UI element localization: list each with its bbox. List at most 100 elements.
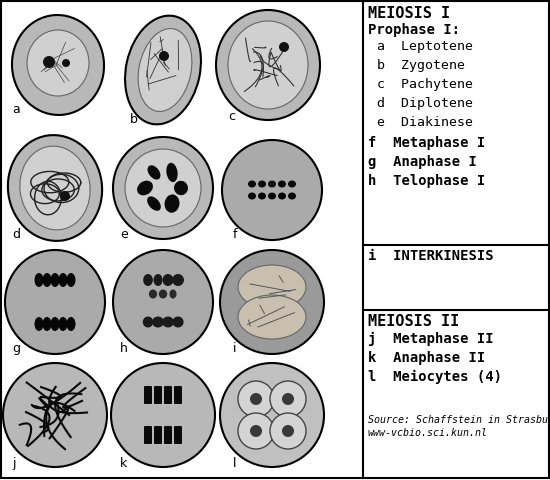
- Circle shape: [250, 425, 262, 437]
- Text: MEIOSIS I: MEIOSIS I: [368, 6, 450, 21]
- Ellipse shape: [67, 317, 75, 331]
- Text: l: l: [233, 457, 236, 470]
- Text: d  Diplotene: d Diplotene: [377, 97, 473, 110]
- Circle shape: [282, 425, 294, 437]
- Text: c: c: [228, 110, 235, 123]
- Circle shape: [159, 51, 169, 61]
- Ellipse shape: [35, 273, 43, 287]
- Ellipse shape: [222, 140, 322, 240]
- Circle shape: [60, 191, 70, 201]
- Text: k: k: [120, 457, 127, 470]
- Text: l  Meiocytes (4): l Meiocytes (4): [368, 370, 502, 384]
- Text: g: g: [12, 342, 20, 355]
- Ellipse shape: [58, 317, 68, 331]
- Ellipse shape: [125, 16, 201, 124]
- Ellipse shape: [42, 273, 52, 287]
- Ellipse shape: [137, 180, 153, 195]
- Ellipse shape: [164, 194, 179, 213]
- Ellipse shape: [12, 15, 104, 115]
- Text: a  Leptotene: a Leptotene: [377, 40, 473, 53]
- Text: j  Metaphase II: j Metaphase II: [368, 332, 494, 346]
- Ellipse shape: [67, 273, 75, 287]
- Ellipse shape: [228, 21, 308, 109]
- Ellipse shape: [238, 295, 306, 339]
- Ellipse shape: [159, 289, 167, 299]
- Ellipse shape: [258, 180, 266, 188]
- Circle shape: [250, 393, 262, 405]
- Ellipse shape: [288, 192, 296, 200]
- Ellipse shape: [216, 10, 320, 120]
- Ellipse shape: [288, 180, 296, 188]
- Circle shape: [279, 42, 289, 52]
- Ellipse shape: [268, 192, 276, 200]
- Ellipse shape: [169, 289, 177, 299]
- FancyBboxPatch shape: [174, 426, 182, 444]
- Text: b: b: [130, 113, 138, 126]
- Ellipse shape: [51, 273, 59, 287]
- Ellipse shape: [174, 181, 188, 195]
- Ellipse shape: [278, 180, 286, 188]
- Ellipse shape: [172, 316, 184, 327]
- FancyBboxPatch shape: [174, 386, 182, 404]
- Text: f  Metaphase I: f Metaphase I: [368, 136, 485, 150]
- Text: h  Telophase I: h Telophase I: [368, 174, 485, 188]
- Text: b  Zygotene: b Zygotene: [377, 59, 465, 72]
- Circle shape: [238, 413, 274, 449]
- Ellipse shape: [143, 274, 153, 286]
- Ellipse shape: [152, 316, 164, 327]
- FancyBboxPatch shape: [144, 386, 152, 404]
- Text: i: i: [233, 342, 236, 355]
- Ellipse shape: [220, 363, 324, 467]
- Ellipse shape: [113, 250, 213, 354]
- Circle shape: [270, 413, 306, 449]
- Ellipse shape: [248, 192, 256, 200]
- Ellipse shape: [220, 250, 324, 354]
- Text: j: j: [12, 457, 15, 470]
- Text: f: f: [233, 228, 238, 241]
- Ellipse shape: [42, 317, 52, 331]
- Ellipse shape: [153, 274, 163, 286]
- Ellipse shape: [163, 274, 173, 286]
- Text: i  INTERKINESIS: i INTERKINESIS: [368, 249, 494, 263]
- Ellipse shape: [172, 274, 184, 286]
- Text: a: a: [12, 103, 20, 116]
- Text: c  Pachytene: c Pachytene: [377, 78, 473, 91]
- Ellipse shape: [5, 250, 105, 354]
- Ellipse shape: [27, 30, 89, 96]
- Ellipse shape: [111, 363, 215, 467]
- Circle shape: [43, 56, 55, 68]
- Text: Source: Schaffstein in Strasburg
www-vcbio.sci.kun.nl: Source: Schaffstein in Strasburg www-vcb…: [368, 415, 550, 438]
- Ellipse shape: [149, 289, 157, 299]
- Ellipse shape: [143, 316, 153, 327]
- FancyBboxPatch shape: [164, 426, 172, 444]
- Ellipse shape: [278, 192, 286, 200]
- FancyBboxPatch shape: [144, 426, 152, 444]
- Ellipse shape: [35, 317, 43, 331]
- Ellipse shape: [113, 137, 213, 239]
- Ellipse shape: [138, 29, 192, 111]
- Circle shape: [238, 381, 274, 417]
- Circle shape: [270, 381, 306, 417]
- Text: MEIOSIS II: MEIOSIS II: [368, 314, 459, 329]
- Text: Prophase I:: Prophase I:: [368, 23, 460, 37]
- Ellipse shape: [8, 135, 102, 241]
- Circle shape: [62, 59, 70, 67]
- Ellipse shape: [238, 265, 306, 309]
- Text: d: d: [12, 228, 20, 241]
- Text: g  Anaphase I: g Anaphase I: [368, 155, 477, 169]
- Ellipse shape: [162, 316, 174, 327]
- Ellipse shape: [147, 165, 161, 180]
- Ellipse shape: [248, 180, 256, 188]
- Ellipse shape: [51, 317, 59, 331]
- Circle shape: [282, 393, 294, 405]
- Ellipse shape: [166, 163, 178, 182]
- FancyBboxPatch shape: [154, 386, 162, 404]
- FancyBboxPatch shape: [154, 426, 162, 444]
- Text: e: e: [120, 228, 128, 241]
- Ellipse shape: [147, 196, 161, 211]
- Ellipse shape: [58, 273, 68, 287]
- Ellipse shape: [258, 192, 266, 200]
- Text: k  Anaphase II: k Anaphase II: [368, 351, 485, 365]
- Ellipse shape: [268, 180, 276, 188]
- FancyBboxPatch shape: [164, 386, 172, 404]
